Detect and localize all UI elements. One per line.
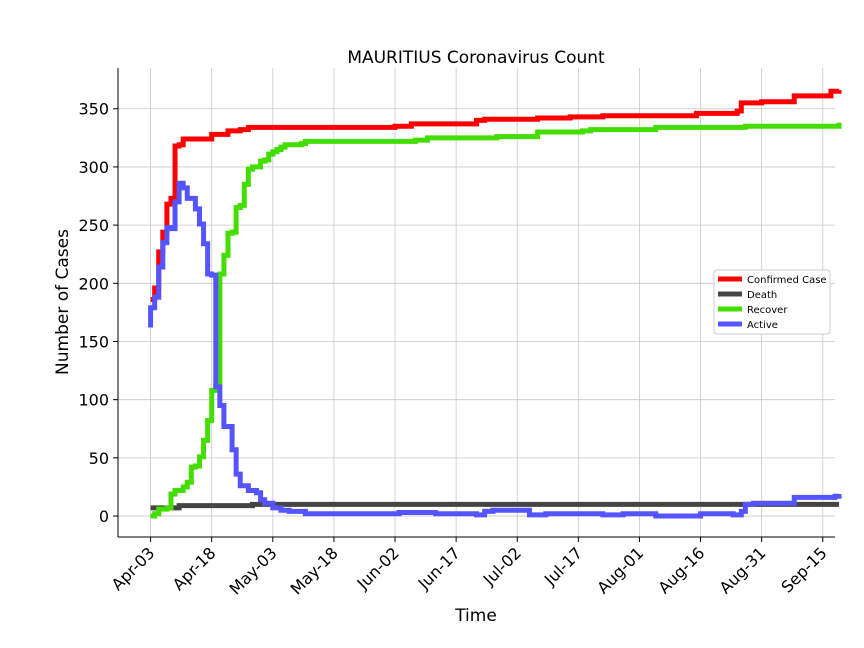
y-ticks: 0 50 100 150 200 250 300 350 bbox=[78, 100, 118, 526]
x-tick-label: Sep-15 bbox=[777, 543, 830, 596]
x-tick-label: Apr-03 bbox=[108, 543, 159, 594]
y-tick-label: 350 bbox=[78, 100, 109, 119]
legend-label-death: Death bbox=[747, 290, 777, 301]
y-tick-label: 100 bbox=[78, 391, 109, 410]
x-tick-label: Jun-17 bbox=[414, 543, 464, 593]
x-tick-label: Jul-17 bbox=[540, 543, 586, 589]
legend-box bbox=[713, 269, 831, 335]
x-tick-label: Jul-02 bbox=[479, 543, 525, 589]
x-tick-label: Apr-18 bbox=[169, 543, 220, 594]
legend-label-recover: Recover bbox=[747, 305, 788, 316]
y-tick-label: 50 bbox=[89, 449, 109, 468]
x-tick-label: Aug-31 bbox=[715, 543, 769, 597]
x-axis-label: Time bbox=[454, 606, 497, 626]
y-tick-label: 150 bbox=[78, 332, 109, 351]
chart-title: MAURITIUS Coronavirus Count bbox=[347, 48, 605, 68]
x-tick-label: Jun-02 bbox=[353, 543, 403, 593]
y-tick-label: 0 bbox=[99, 507, 109, 526]
y-tick-label: 300 bbox=[78, 158, 109, 177]
x-tick-label: May-03 bbox=[226, 543, 281, 598]
x-tick-label: May-18 bbox=[287, 543, 342, 598]
axes bbox=[117, 68, 835, 538]
x-tick-label: Aug-16 bbox=[654, 543, 708, 597]
series-lines bbox=[148, 88, 842, 519]
y-axis-label: Number of Cases bbox=[53, 229, 73, 375]
y-tick-label: 250 bbox=[78, 216, 109, 235]
series-line-active bbox=[148, 180, 842, 519]
x-tick-label: Aug-01 bbox=[593, 543, 647, 597]
series-line-recover bbox=[150, 122, 842, 519]
x-ticks: Apr-03 Apr-18 May-03 May-18 Jun-02 Jun-17 Jul-… bbox=[108, 537, 831, 599]
legend-label-active: Active bbox=[747, 320, 778, 331]
series-line-confirmed-case bbox=[150, 88, 842, 303]
legend-label-confirmed-case: Confirmed Case bbox=[747, 275, 827, 286]
series-line-death bbox=[150, 501, 840, 511]
legend: Confirmed Case Death Recover Active bbox=[713, 269, 831, 335]
y-tick-label: 200 bbox=[78, 274, 109, 293]
